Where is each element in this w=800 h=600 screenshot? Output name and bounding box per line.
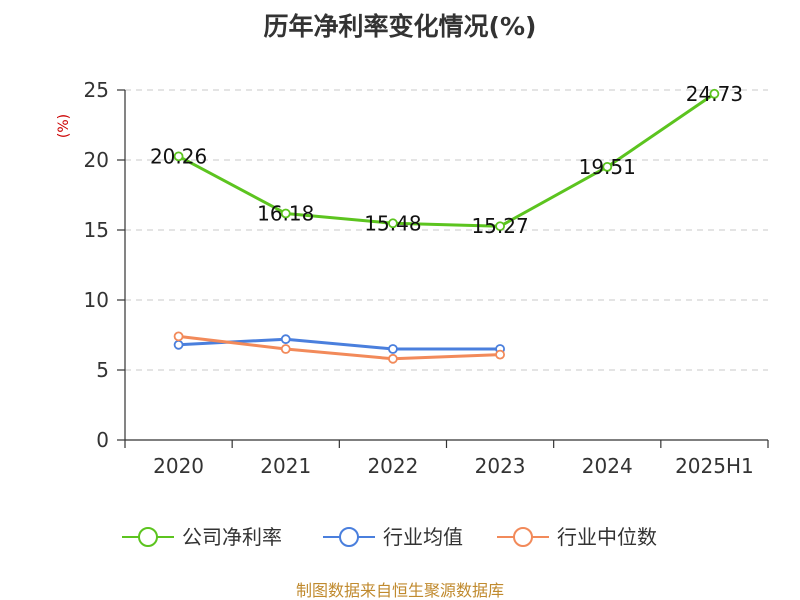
data-point: [173, 151, 184, 162]
data-point: [280, 208, 291, 219]
y-tick-label: 5: [96, 358, 109, 382]
series-line-2: [177, 334, 502, 361]
data-point: [495, 221, 505, 232]
x-tick-label: 2020: [153, 454, 204, 478]
y-tick-label: 0: [96, 428, 109, 452]
data-label: 19.51: [579, 155, 636, 179]
data-label: 15.48: [364, 211, 421, 235]
data-point: [388, 344, 398, 354]
data-point: [495, 349, 505, 360]
data-label: 20.26: [150, 144, 207, 168]
y-tick-label: 20: [84, 148, 109, 172]
y-tick-label: 25: [84, 78, 109, 102]
y-tick-label: 15: [84, 218, 109, 242]
data-label: 24.73: [686, 82, 743, 106]
legend-marker: [138, 527, 158, 547]
legend-label: 行业均值: [383, 525, 463, 549]
data-label: 15.27: [471, 214, 528, 238]
data-point: [173, 339, 184, 350]
legend-marker: [513, 527, 533, 547]
data-point: [709, 88, 720, 99]
source-note: 制图数据来自恒生聚源数据库: [296, 581, 504, 600]
data-point: [388, 218, 398, 229]
x-tick-label: 2023: [475, 454, 526, 478]
data-point: [280, 334, 291, 345]
legend-marker: [339, 527, 359, 547]
legend: 公司净利率 行业均值 行业中位数: [122, 525, 657, 549]
y-tick-label: 10: [84, 288, 109, 312]
axes: 0 5 10 15 20 25 2020 2021 2022 2023 2024 2025H1: [84, 78, 769, 478]
data-point: [280, 344, 291, 354]
series: [173, 88, 720, 364]
x-tick-label: 2022: [367, 454, 418, 478]
data-point: [602, 161, 613, 172]
grid: [125, 89, 768, 371]
x-tick-label: 2024: [582, 454, 633, 478]
y-axis-label: (%): [56, 114, 72, 138]
data-label: 16.18: [257, 201, 314, 225]
series-line-0: [177, 92, 716, 228]
chart-title: 历年净利率变化情况(%): [264, 12, 537, 41]
x-tick-label: 2025H1: [675, 454, 754, 478]
data-point: [388, 353, 398, 364]
legend-label: 行业中位数: [557, 525, 657, 549]
legend-label: 公司净利率: [182, 525, 282, 549]
data-point: [173, 331, 184, 342]
data-labels: 20.26 16.18 15.48 15.27 19.51 24.73: [150, 82, 743, 238]
x-tick-label: 2021: [260, 454, 311, 478]
